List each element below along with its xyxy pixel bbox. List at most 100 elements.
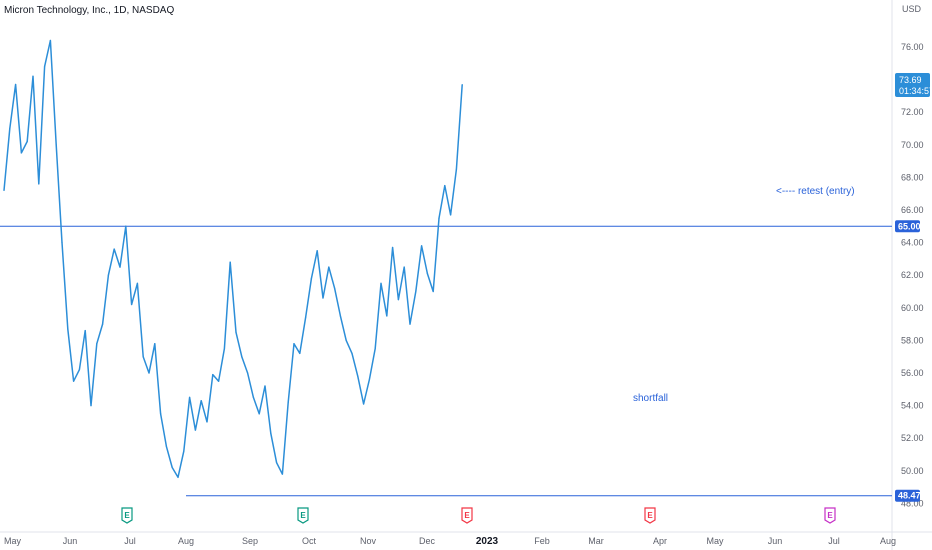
x-tick-label: Feb — [534, 536, 550, 546]
y-tick-label: 64.00 — [901, 238, 924, 248]
price-point — [148, 372, 150, 374]
x-tick-label: Jun — [768, 536, 783, 546]
price-point — [450, 214, 452, 216]
x-tick-label: Sep — [242, 536, 258, 546]
price-point — [200, 400, 202, 402]
price-point — [421, 245, 423, 247]
price-point — [397, 299, 399, 301]
price-point — [305, 316, 307, 319]
x-tick-label: Apr — [653, 536, 667, 546]
x-tick-label: Dec — [419, 536, 436, 546]
earnings-marker-label: E — [300, 511, 306, 520]
price-point — [334, 287, 336, 289]
last-price-label: 73.69 01:34:57 — [895, 73, 932, 97]
earnings-marker[interactable]: E — [121, 507, 133, 524]
price-point — [78, 369, 80, 371]
price-point — [125, 225, 127, 227]
price-point — [119, 266, 121, 268]
x-tick-label: Aug — [178, 536, 194, 546]
price-point — [96, 343, 98, 345]
price-point — [32, 75, 34, 77]
price-point — [363, 403, 365, 405]
price-point — [229, 261, 231, 263]
price-point — [432, 290, 434, 293]
price-point — [154, 343, 156, 345]
price-point — [270, 432, 272, 434]
earnings-marker[interactable]: E — [644, 507, 656, 524]
y-tick-label: 72.00 — [901, 107, 924, 117]
earnings-marker-shape — [297, 507, 309, 524]
y-tick-label: 56.00 — [901, 368, 924, 378]
price-point — [409, 323, 411, 325]
earnings-marker[interactable]: E — [824, 507, 836, 524]
price-point — [44, 65, 46, 68]
price-point — [386, 315, 388, 317]
last-price-value: 73.69 — [899, 75, 922, 85]
price-point — [171, 466, 173, 469]
earnings-marker-shape — [121, 507, 133, 524]
y-tick-label: 76.00 — [901, 42, 924, 52]
y-tick-label: 70.00 — [901, 140, 924, 150]
last-price-box — [895, 73, 930, 97]
earnings-marker[interactable]: E — [461, 507, 473, 524]
price-point — [339, 315, 341, 317]
price-point — [9, 127, 11, 130]
price-point — [107, 274, 109, 276]
price-point — [438, 217, 440, 219]
price-point — [20, 152, 22, 154]
annotations: <---- retest (entry) shortfall — [633, 186, 855, 404]
level-label-box — [895, 489, 920, 502]
price-point — [276, 462, 278, 464]
price-point — [293, 343, 295, 345]
earnings-marker-label: E — [647, 511, 653, 520]
price-point — [84, 330, 86, 332]
y-tick-label: 54.00 — [901, 401, 924, 411]
currency-label: USD — [902, 4, 922, 14]
x-tick-label: Jul — [828, 536, 840, 546]
earnings-marker-label: E — [827, 511, 833, 520]
price-point — [252, 396, 254, 399]
x-tick-label: May — [706, 536, 724, 546]
earnings-marker-shape — [644, 507, 656, 524]
price-series — [3, 39, 463, 479]
x-tick-label: Jun — [63, 536, 78, 546]
price-point — [223, 347, 225, 350]
y-tick-label: 62.00 — [901, 270, 924, 280]
price-line — [3, 39, 463, 479]
price-point — [415, 290, 417, 293]
price-point — [102, 323, 104, 325]
earnings-marker-shape — [461, 507, 473, 524]
horizontal-levels[interactable]: 65.00 48.47 — [0, 220, 921, 502]
price-point — [380, 282, 382, 284]
annotation-retest: <---- retest (entry) — [776, 186, 855, 197]
earnings-marker[interactable]: E — [297, 507, 309, 524]
price-point — [177, 476, 179, 478]
price-point — [90, 405, 92, 407]
price-point — [374, 347, 376, 350]
price-point — [345, 339, 347, 341]
price-point — [351, 352, 353, 355]
price-point — [189, 396, 191, 399]
symbol-title: Micron Technology, Inc., 1D, NASDAQ — [4, 5, 174, 16]
x-tick-label: Oct — [302, 536, 317, 546]
y-tick-label: 52.00 — [901, 433, 924, 443]
price-point — [299, 352, 301, 355]
level-label-box — [895, 220, 920, 233]
annotation-shortfall: shortfall — [633, 393, 668, 404]
price-point — [357, 375, 359, 377]
y-tick-label: 50.00 — [901, 466, 924, 476]
level-label: 65.00 — [898, 221, 921, 231]
price-point — [194, 429, 196, 431]
price-point — [392, 246, 394, 249]
price-point — [49, 39, 52, 42]
earnings-marker-shape — [824, 507, 836, 524]
y-tick-label: 58.00 — [901, 335, 924, 345]
price-point — [281, 473, 283, 475]
price-point — [264, 385, 266, 387]
price-point — [142, 356, 144, 358]
price-point — [310, 277, 312, 280]
y-axis-ticks: 76.00 72.00 70.00 68.00 66.00 64.00 62.00 60.00… — [901, 42, 924, 508]
price-point — [26, 140, 28, 143]
